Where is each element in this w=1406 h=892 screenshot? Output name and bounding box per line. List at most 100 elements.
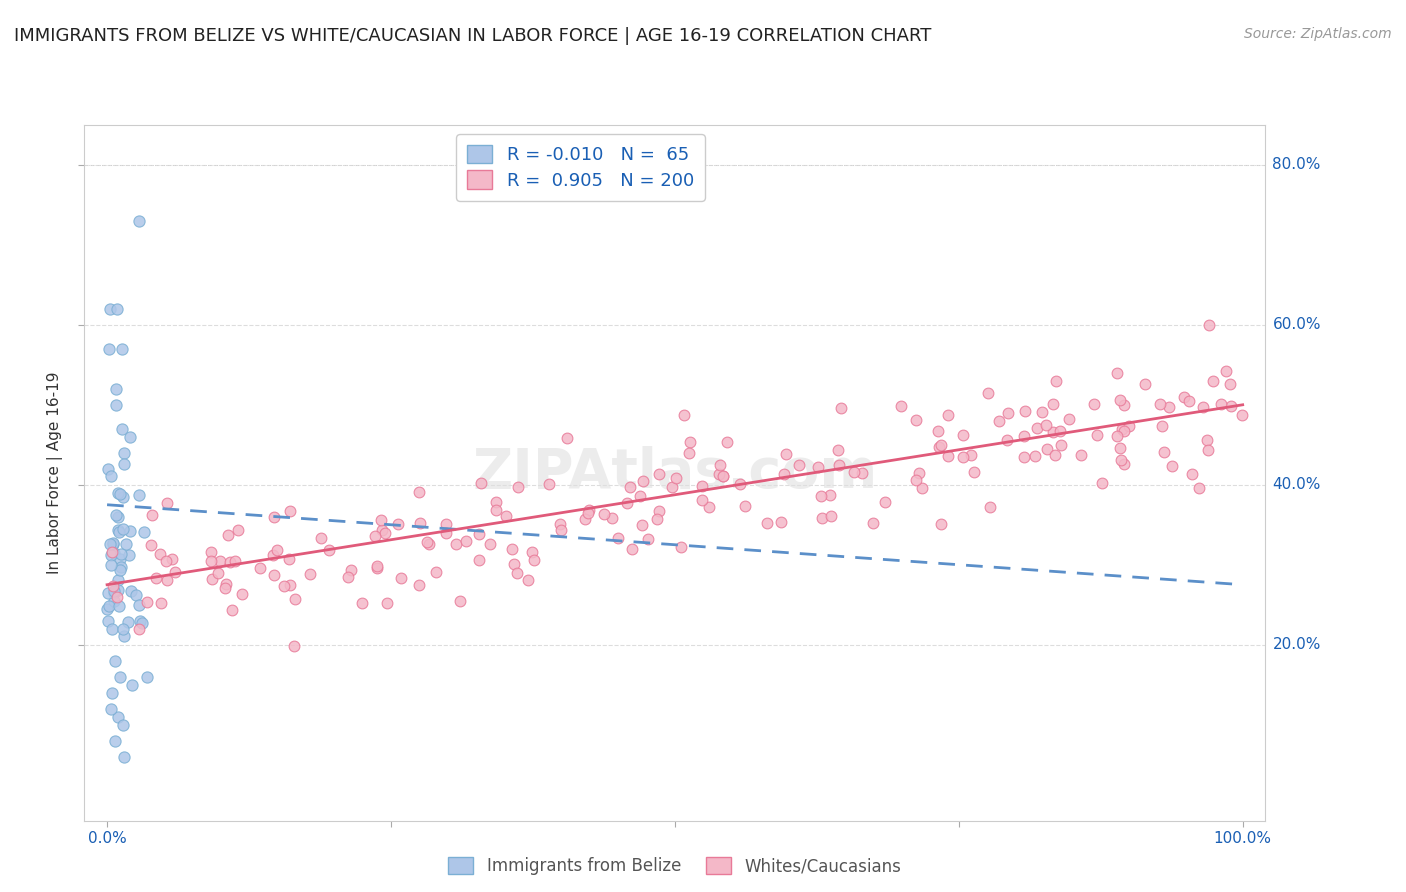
Point <box>1220 399 1243 413</box>
Point <box>616 496 638 510</box>
Point <box>107 573 129 587</box>
Point <box>214 581 236 595</box>
Point <box>820 509 842 524</box>
Point <box>648 504 671 518</box>
Point <box>1045 374 1067 388</box>
Text: 80.0%: 80.0% <box>1272 157 1320 172</box>
Point <box>107 510 129 524</box>
Point <box>141 538 163 552</box>
Point <box>928 440 950 454</box>
Point <box>336 569 359 583</box>
Point <box>630 489 652 503</box>
Point <box>697 500 720 515</box>
Point <box>555 431 578 445</box>
Point <box>96 601 118 615</box>
Point <box>156 573 179 587</box>
Point <box>128 622 150 636</box>
Point <box>645 512 668 526</box>
Point <box>936 449 959 463</box>
Point <box>408 577 430 591</box>
Point <box>1149 397 1171 411</box>
Point <box>112 629 135 643</box>
Point <box>434 526 457 541</box>
Point <box>929 438 952 452</box>
Point <box>709 458 731 472</box>
Point <box>1161 458 1184 473</box>
Point <box>851 466 873 480</box>
Point <box>118 430 141 444</box>
Point <box>100 622 122 636</box>
Point <box>111 622 134 636</box>
Point <box>517 573 540 587</box>
Point <box>468 553 491 567</box>
Point <box>449 593 471 607</box>
Point <box>217 527 239 541</box>
Point <box>665 471 688 485</box>
Point <box>408 485 430 500</box>
Point <box>478 537 501 551</box>
Point <box>108 563 131 577</box>
Point <box>375 596 398 610</box>
Point <box>485 503 508 517</box>
Point <box>690 479 713 493</box>
Point <box>98 301 121 316</box>
Point <box>520 545 543 559</box>
Point <box>1219 376 1241 391</box>
Point <box>1211 397 1233 411</box>
Point <box>100 537 122 551</box>
Point <box>631 474 654 488</box>
Point <box>103 583 125 598</box>
Point <box>371 524 394 538</box>
Point <box>309 531 332 545</box>
Text: 60.0%: 60.0% <box>1272 318 1320 333</box>
Point <box>110 548 132 562</box>
Point <box>249 560 271 574</box>
Point <box>111 422 134 436</box>
Point <box>977 386 1000 401</box>
Point <box>149 547 172 561</box>
Point <box>1178 393 1201 408</box>
Point <box>502 558 524 572</box>
Point <box>830 401 852 415</box>
Point <box>637 532 659 546</box>
Point <box>538 477 561 491</box>
Point <box>112 522 135 536</box>
Point <box>273 579 295 593</box>
Point <box>960 448 983 462</box>
Point <box>908 466 931 480</box>
Point <box>775 448 797 462</box>
Point <box>952 427 974 442</box>
Point <box>1191 400 1213 414</box>
Text: Source: ZipAtlas.com: Source: ZipAtlas.com <box>1244 27 1392 41</box>
Point <box>1091 475 1114 490</box>
Point <box>208 554 231 568</box>
Point <box>101 537 124 551</box>
Point <box>277 551 299 566</box>
Point <box>112 749 135 764</box>
Point <box>862 516 884 530</box>
Point <box>842 465 865 479</box>
Point <box>890 399 912 413</box>
Point <box>1083 396 1105 410</box>
Point <box>648 467 671 481</box>
Point <box>374 525 396 540</box>
Point <box>997 406 1019 420</box>
Point <box>103 586 125 600</box>
Y-axis label: In Labor Force | Age 16-19: In Labor Force | Age 16-19 <box>46 371 63 574</box>
Point <box>1112 399 1135 413</box>
Point <box>1133 377 1156 392</box>
Point <box>962 466 984 480</box>
Point <box>927 424 949 438</box>
Point <box>576 507 599 521</box>
Point <box>1014 450 1036 465</box>
Point <box>669 540 692 554</box>
Point <box>716 434 738 449</box>
Point <box>131 616 153 631</box>
Point <box>97 586 120 600</box>
Point <box>679 434 702 449</box>
Point <box>110 487 132 501</box>
Point <box>284 591 307 606</box>
Point <box>105 382 128 396</box>
Point <box>108 551 131 566</box>
Point <box>600 510 623 524</box>
